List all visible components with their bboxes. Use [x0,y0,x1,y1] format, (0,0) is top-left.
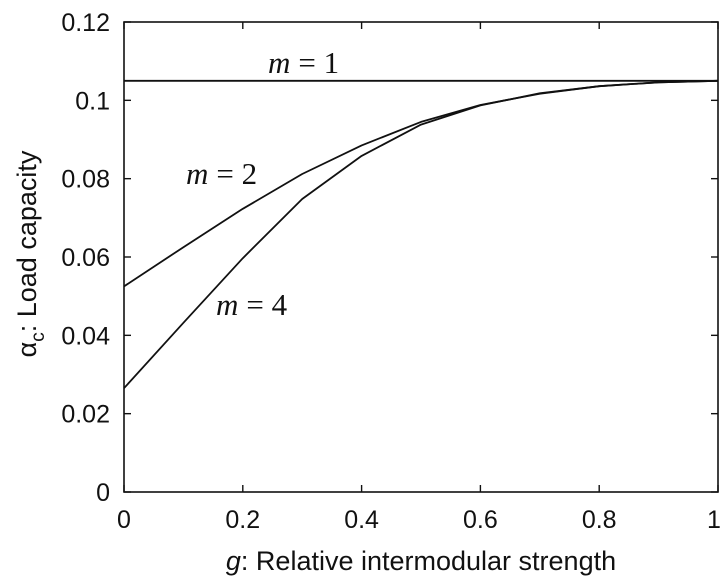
y-tick-label: 0.12 [61,9,110,37]
y-tick-label: 0.08 [61,166,110,194]
x-tick-label: 0.4 [344,506,379,534]
series-label-m2: m = 2 [186,156,257,191]
y-tick-label: 0.02 [61,401,110,429]
y-tick-label: 0.1 [75,87,110,115]
axis-ticks [123,21,719,493]
y-tick-label: 0 [96,479,110,507]
x-tick-label: 0.8 [582,506,617,534]
x-axis-label: g: Relative intermodular strength [226,546,616,576]
plot-frame [123,21,719,493]
series-label-m1: m = 1 [268,45,339,80]
y-axis-label: αc: Load capacity [12,150,49,357]
x-tick-label: 1 [707,506,721,534]
tick-labels: 0 0.2 0.4 0.6 0.8 1 0 0.02 0.04 0.06 0.08 0.1 0.12 [61,9,721,534]
y-tick-label: 0.04 [61,322,110,350]
series-lines [123,79,719,389]
series-label-m4: m = 4 [216,287,288,322]
y-tick-label: 0.06 [61,244,110,272]
series-line-3 [123,79,719,389]
x-tick-label: 0 [117,506,131,534]
x-tick-label: 0.6 [463,506,498,534]
series-line-2 [123,79,719,288]
x-tick-label: 0.2 [225,506,260,534]
